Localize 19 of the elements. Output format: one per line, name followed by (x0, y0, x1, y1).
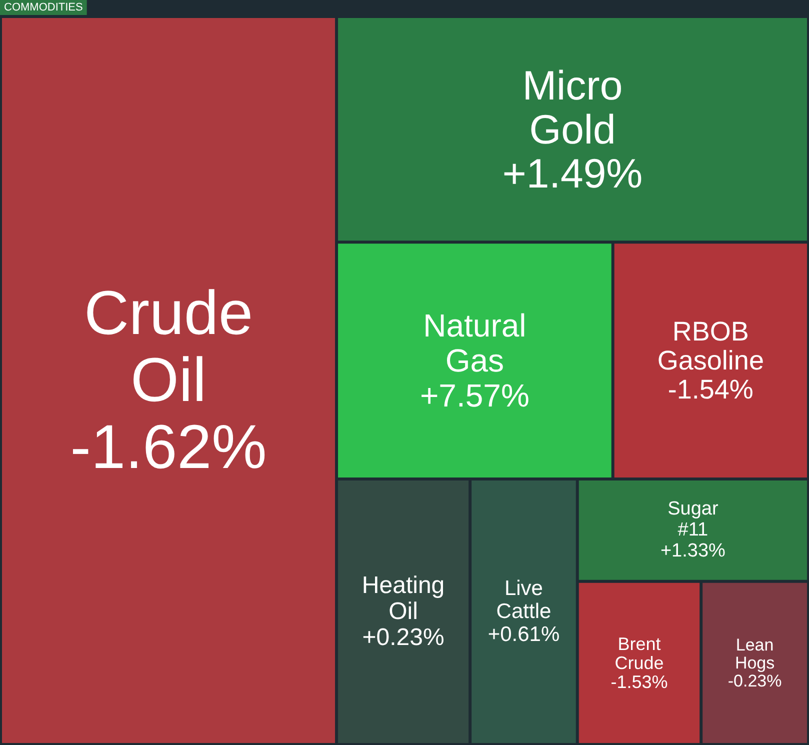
category-label: Brent Crude (614, 634, 664, 673)
category-label: Heating Oil (362, 572, 445, 626)
category-label: Micro Gold (522, 62, 623, 152)
data-label: -0.23% (728, 671, 782, 690)
data-label: +0.61% (488, 623, 560, 646)
data-label: +0.23% (362, 624, 444, 652)
data-label: -1.53% (610, 672, 668, 692)
text: COMMODITIES (4, 2, 83, 14)
category-label: Live Cattle (496, 577, 552, 624)
data-label: -1.54% (668, 374, 754, 405)
category-label: Crude Oil (84, 279, 253, 415)
category-label: Lean Hogs (734, 635, 775, 672)
data-label: +1.33% (660, 540, 726, 562)
category-label: Sugar #11 (668, 498, 719, 541)
category-label: Natural Gas (423, 308, 526, 379)
data-label: +7.57% (420, 378, 530, 414)
data-label: +1.49% (502, 150, 643, 196)
data-label: -1.62% (70, 413, 267, 482)
category-label: RBOB Gasoline (657, 316, 764, 376)
